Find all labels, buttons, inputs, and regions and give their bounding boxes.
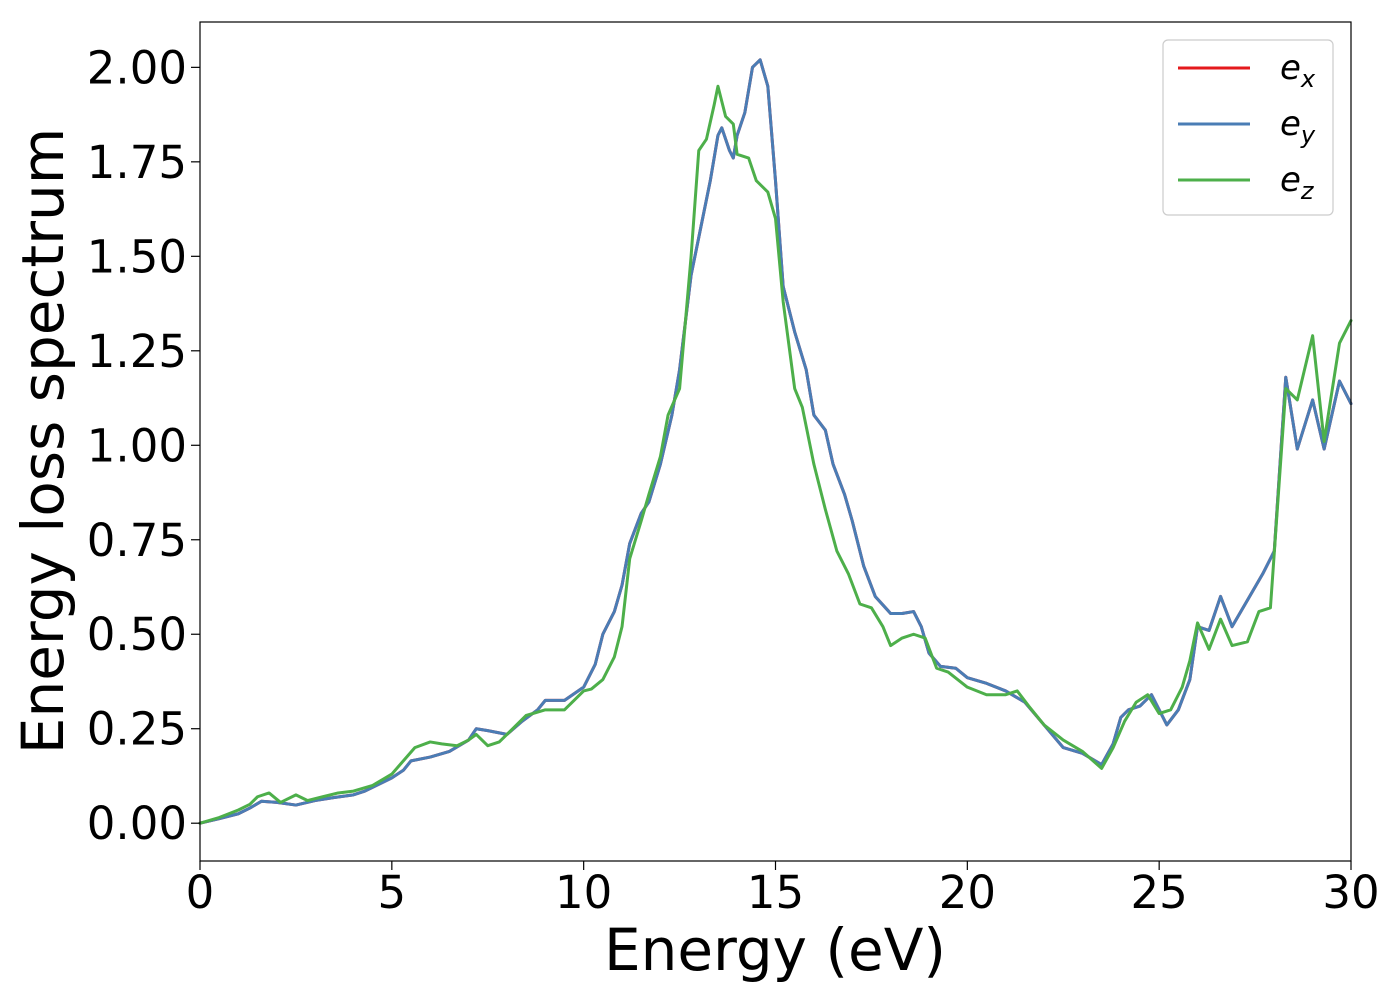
y-tick-label: 1.50 — [87, 230, 187, 283]
series-layer — [198, 58, 1353, 825]
y-tick-label: 1.00 — [87, 419, 187, 472]
y-tick-label: 2.00 — [87, 41, 187, 94]
y-tick-label: 0.75 — [87, 514, 187, 567]
y-tick-label: 0.25 — [87, 703, 187, 756]
x-tick-label: 0 — [186, 866, 215, 919]
x-tick-label: 30 — [1322, 866, 1379, 919]
legend-frame — [1162, 39, 1334, 216]
x-tick-label: 15 — [747, 866, 804, 919]
y-tick-label: 1.75 — [87, 136, 187, 189]
y-axis-title: Energy loss spectrum — [9, 128, 77, 754]
x-tick-label: 25 — [1131, 866, 1188, 919]
x-axis-title: Energy (eV) — [604, 916, 946, 984]
y-axis-ticks: 0.00 0.25 0.50 0.75 1.00 1.25 1.50 1.75 2.00 — [87, 41, 200, 850]
y-tick-label: 1.25 — [87, 325, 187, 378]
x-tick-label: 5 — [378, 866, 407, 919]
y-tick-label: 0.00 — [87, 797, 187, 850]
series-line-z — [198, 84, 1353, 825]
x-tick-label: 20 — [939, 866, 996, 919]
y-tick-label: 0.50 — [87, 608, 187, 661]
x-axis-ticks: 0 5 10 15 20 25 30 — [186, 861, 1380, 919]
x-tick-label: 10 — [555, 866, 612, 919]
